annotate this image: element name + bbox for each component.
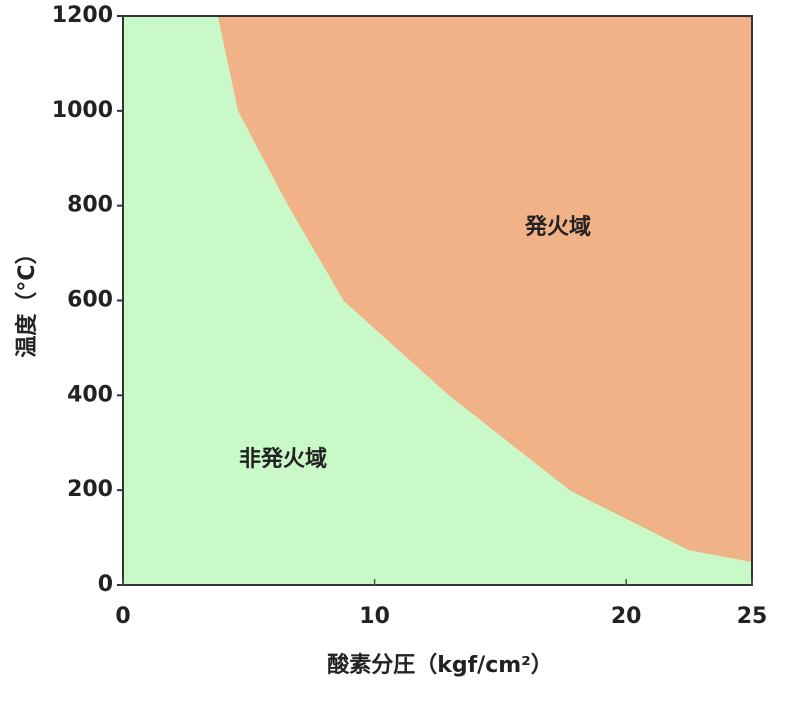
region-label: 発火域 (524, 214, 591, 240)
y-tick-label: 800 (67, 193, 113, 218)
x-tick-label: 10 (359, 604, 390, 629)
x-tick-label: 0 (115, 604, 130, 629)
y-tick-label: 400 (67, 382, 113, 407)
y-tick-label: 600 (67, 288, 113, 313)
boundary-line (217, 15, 753, 563)
y-tick-label: 1000 (52, 98, 113, 123)
y-tick-label: 1200 (52, 3, 113, 28)
y-axis-label: 温度（°C） (14, 242, 40, 357)
x-axis-label: 酸素分圧（kgf/cm²） (327, 652, 553, 678)
region (218, 16, 752, 562)
region-label: 非発火域 (239, 446, 327, 472)
y-tick-label: 0 (98, 572, 113, 597)
y-tick-label: 200 (67, 477, 113, 502)
x-tick-label: 25 (737, 604, 768, 629)
x-tick-label: 20 (611, 604, 642, 629)
